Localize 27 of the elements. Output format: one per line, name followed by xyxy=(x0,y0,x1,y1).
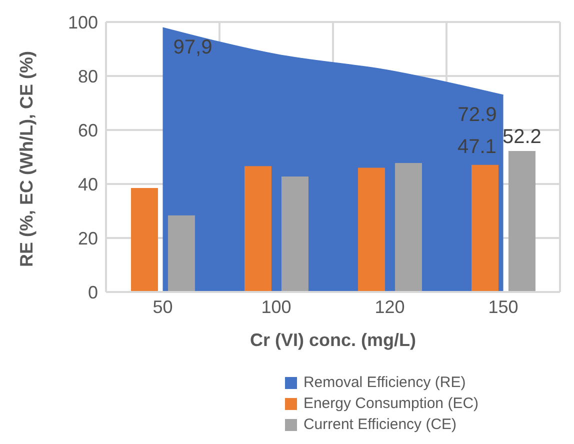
bar xyxy=(168,215,195,292)
legend-label: Removal Efficiency (RE) xyxy=(303,373,466,393)
bar xyxy=(130,188,158,292)
data-label: 52.2 xyxy=(502,126,542,148)
bar xyxy=(358,168,385,292)
x-tick-label: 50 xyxy=(152,296,173,317)
x-tick-label: 150 xyxy=(488,296,518,317)
y-tick-label: 80 xyxy=(78,66,98,86)
bar xyxy=(394,162,422,292)
data-label: 97,9 xyxy=(173,36,212,59)
x-axis-title: Cr (VI) conc. (mg/L) xyxy=(250,330,416,350)
y-tick-label: 100 xyxy=(68,12,98,32)
x-tick-label: 120 xyxy=(374,296,405,317)
y-tick-label: 20 xyxy=(78,228,98,248)
legend-label: Current Efficiency (CE) xyxy=(303,415,457,435)
y-tick-label: 40 xyxy=(78,174,98,194)
bar xyxy=(471,164,498,292)
legend-label: Energy Consumption (EC) xyxy=(303,394,479,414)
x-tick-label: 100 xyxy=(261,296,292,317)
bar xyxy=(244,166,272,292)
data-label: 47.1 xyxy=(458,136,496,158)
bar xyxy=(281,176,308,292)
bar xyxy=(508,151,536,292)
y-axis-title: RE (%, EC (Wh/L), CE (%) xyxy=(16,51,36,267)
y-tick-label: 60 xyxy=(78,120,98,140)
data-label: 72.9 xyxy=(458,104,497,126)
y-tick-label: 0 xyxy=(88,282,98,302)
